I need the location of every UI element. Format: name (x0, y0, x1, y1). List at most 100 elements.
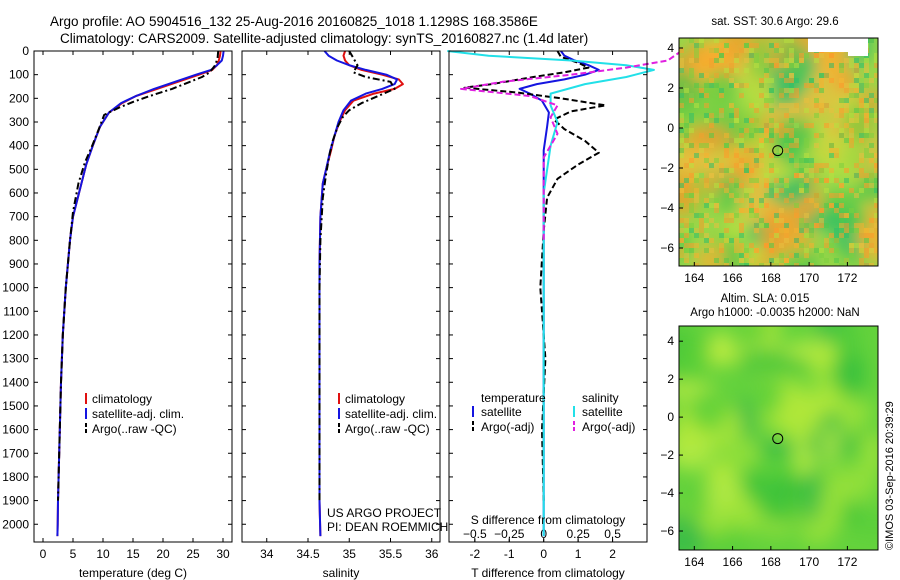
heatmap-pixel (689, 243, 694, 248)
heatmap-pixel (769, 118, 774, 123)
heatmap-pixel (784, 58, 789, 63)
heatmap-pixel (739, 223, 744, 228)
series-line-satellite-adj-clim (318, 50, 399, 537)
heatmap-pixel (809, 228, 814, 233)
heatmap-pixel (704, 103, 709, 108)
heatmap-pixel (739, 183, 744, 188)
heatmap-pixel (784, 228, 789, 233)
heatmap-pixel (789, 128, 794, 133)
heatmap-pixel (854, 163, 859, 168)
heatmap-pixel (869, 108, 874, 113)
heatmap-pixel (809, 173, 814, 178)
heatmap-pixel (739, 163, 744, 168)
heatmap-pixel (754, 53, 759, 58)
heatmap-pixel (749, 243, 754, 248)
heatmap-pixel (819, 53, 824, 58)
heatmap-pixel (864, 58, 869, 63)
map-x-tick-label: 168 (761, 555, 781, 569)
heatmap-pixel (679, 128, 684, 133)
heatmap-pixel (839, 203, 844, 208)
heatmap-pixel (754, 58, 759, 63)
heatmap-pixel (794, 208, 799, 213)
heatmap-pixel (769, 63, 774, 68)
heatmap-pixel (874, 163, 878, 168)
difference-plot-frame (448, 50, 648, 543)
heatmap-pixel (854, 88, 859, 93)
heatmap-blob (715, 434, 761, 471)
y-tick-label: 900 (9, 257, 29, 271)
map-x-tick-label: 172 (837, 271, 857, 285)
heatmap-pixel (749, 178, 754, 183)
heatmap-pixel (754, 163, 759, 168)
heatmap-pixel (789, 73, 794, 78)
heatmap-pixel (759, 83, 764, 88)
heatmap-pixel (864, 233, 869, 238)
heatmap-pixel (819, 163, 824, 168)
heatmap-pixel (874, 73, 878, 78)
heatmap-pixel (759, 143, 764, 148)
heatmap-pixel (719, 108, 724, 113)
heatmap-pixel (849, 143, 854, 148)
heatmap-pixel (679, 248, 684, 253)
heatmap-pixel (704, 153, 709, 158)
heatmap-pixel (689, 173, 694, 178)
heatmap-pixel (804, 168, 809, 173)
heatmap-pixel (784, 128, 789, 133)
x-tick-label: 10 (96, 547, 110, 561)
heatmap-pixel (774, 58, 779, 63)
heatmap-pixel (764, 133, 769, 138)
heatmap-pixel (704, 73, 709, 78)
heatmap-pixel (859, 248, 864, 253)
heatmap-pixel (819, 223, 824, 228)
heatmap-pixel (719, 53, 724, 58)
heatmap-pixel (779, 153, 784, 158)
heatmap-pixel (779, 263, 784, 266)
heatmap-pixel (694, 43, 699, 48)
legend-label-satellite: satellite-adj. clim. (92, 407, 184, 421)
heatmap-pixel (834, 123, 839, 128)
heatmap-pixel (819, 133, 824, 138)
temperature-grid-ticks: 0100200300400500600700800900100011001200… (2, 44, 232, 561)
temperature-lines (56, 50, 225, 537)
heatmap-pixel (854, 108, 859, 113)
heatmap-blob (832, 349, 867, 399)
heatmap-pixel (744, 253, 749, 258)
heatmap-pixel (749, 103, 754, 108)
heatmap-pixel (814, 163, 819, 168)
heatmap-pixel (854, 118, 859, 123)
heatmap-blob (689, 389, 729, 432)
heatmap-pixel (754, 128, 759, 133)
heatmap-pixel (859, 223, 864, 228)
difference-legend: temperature satellite Argo(-adj) salinit… (472, 391, 635, 434)
heatmap-pixel (699, 148, 704, 153)
map-x-tick-label: 170 (799, 271, 819, 285)
heatmap-pixel (819, 208, 824, 213)
heatmap-pixel (864, 183, 869, 188)
heatmap-pixel (729, 218, 734, 223)
heatmap-pixel (689, 228, 694, 233)
heatmap-pixel (679, 183, 684, 188)
heatmap-missing-data (848, 48, 868, 56)
heatmap-pixel (864, 153, 869, 158)
heatmap-pixel (769, 243, 774, 248)
heatmap-pixel (764, 178, 769, 183)
heatmap-pixel (784, 223, 789, 228)
heatmap-pixel (834, 193, 839, 198)
heatmap-pixel (764, 183, 769, 188)
heatmap-pixel (774, 218, 779, 223)
heatmap-pixel (789, 193, 794, 198)
heatmap-pixel (794, 143, 799, 148)
heatmap-pixel (709, 143, 714, 148)
heatmap-pixel (694, 173, 699, 178)
heatmap-pixel (744, 118, 749, 123)
heatmap-pixel (729, 193, 734, 198)
heatmap-pixel (864, 68, 869, 73)
heatmap-pixel (869, 113, 874, 118)
heatmap-pixel (834, 113, 839, 118)
heatmap-pixel (799, 53, 804, 58)
heatmap-pixel (739, 143, 744, 148)
heatmap-blob (800, 470, 824, 521)
heatmap-pixel (729, 83, 734, 88)
heatmap-pixel (724, 213, 729, 218)
heatmap-pixel (789, 78, 794, 83)
